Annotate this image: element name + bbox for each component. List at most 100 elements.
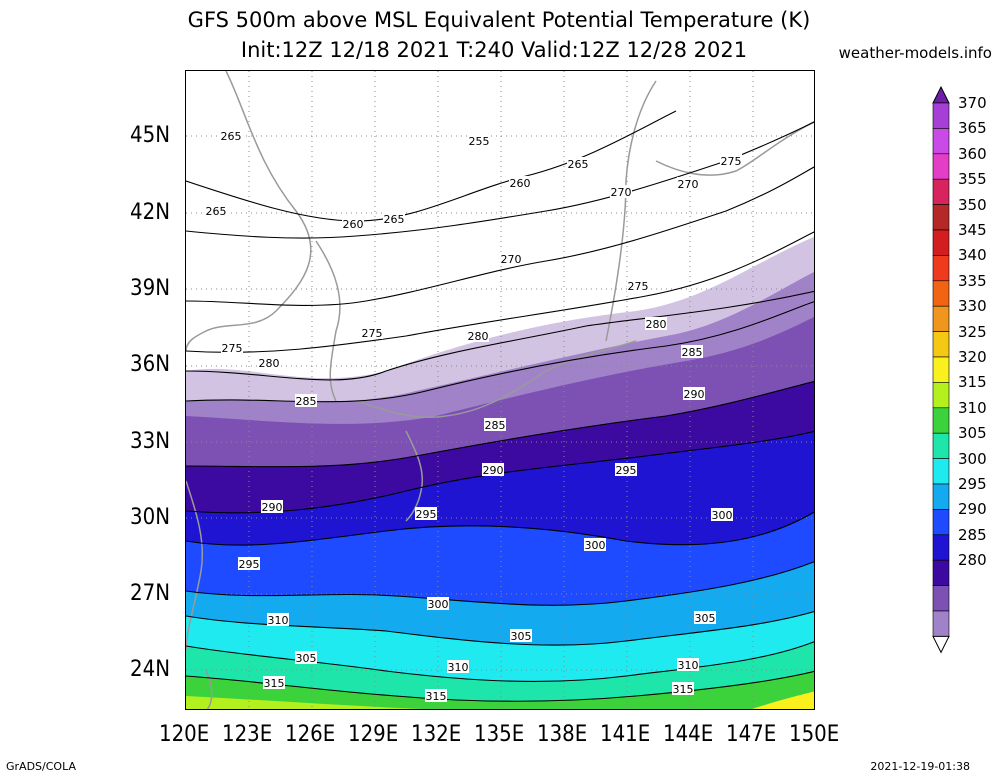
contour-label: 260 (343, 218, 364, 231)
colorbar-swatch (932, 128, 950, 155)
contour-label: 305 (511, 630, 532, 643)
contour-label: 260 (510, 177, 531, 190)
contour-label-bg (510, 629, 532, 642)
lon-label-120e: 120E (159, 722, 210, 747)
colorbar-level-label: 365 (958, 119, 987, 138)
lat-label-36n: 36N (130, 352, 170, 377)
contour-label-bg (672, 682, 694, 695)
colorbar-level-label: 335 (958, 271, 987, 290)
colorbar-swatch (932, 229, 950, 256)
contour-label-bg (342, 217, 364, 230)
contour-label-bg (221, 341, 243, 354)
contour-label: 305 (296, 652, 317, 665)
map-title-line1: GFS 500m above MSL Equivalent Potential … (187, 8, 811, 32)
equivalent-potential-temperature-map: 265 265 255 265 260 260 265 270 270 275 270 275 275 2… (186, 71, 814, 709)
colorbar-level-label: 360 (958, 144, 987, 163)
contour-label-bg (261, 500, 283, 513)
contour-label-bg (482, 463, 504, 476)
contour-label: 295 (616, 464, 637, 477)
contour-label-bg (468, 134, 490, 147)
contour-label-bg (720, 154, 742, 167)
colorbar-level-label: 295 (958, 475, 987, 493)
colorbar-swatch (932, 331, 950, 358)
band-325 (186, 696, 423, 709)
contour-label: 300 (585, 539, 606, 552)
contour-label-bg (677, 658, 699, 671)
contour-label: 280 (646, 318, 667, 331)
colorbar-swatch (932, 280, 950, 307)
contour-label-bg (238, 557, 260, 570)
colorbar-swatch (932, 458, 950, 485)
contour-label: 300 (712, 509, 733, 522)
contour-label: 295 (416, 508, 437, 521)
lon-label-135e: 135E (474, 722, 525, 747)
colorbar-level-label: 310 (958, 398, 987, 417)
lon-label-126e: 126E (285, 722, 336, 747)
contour-label-bg (361, 326, 383, 339)
contour-label-bg (509, 176, 531, 189)
colorbar-swatch (932, 432, 950, 459)
contour-label: 280 (259, 357, 280, 370)
colorbar-swatch (932, 305, 950, 332)
contour-label: 300 (428, 598, 449, 611)
lat-label-24n: 24N (130, 657, 170, 682)
contour-label-bg (425, 689, 447, 702)
contour-label: 285 (485, 419, 506, 432)
contour-label-bg (627, 279, 649, 292)
colorbar-level-label: 315 (958, 373, 987, 392)
contour-label-bg (295, 394, 317, 407)
colorbar-swatch (932, 356, 950, 383)
colorbar-top-arrow (932, 85, 950, 104)
contour-label-bg (447, 660, 469, 673)
colorbar-level-label: 290 (958, 500, 987, 519)
contour-label: 290 (262, 501, 283, 514)
colorbar-level-label: 330 (958, 297, 987, 316)
contour-label-bg (267, 613, 289, 626)
colorbar (932, 85, 950, 654)
colorbar-level-label: 325 (958, 322, 987, 341)
contour-label-bg (567, 157, 589, 170)
contour-label-bg (427, 597, 449, 610)
colorbar-swatch (932, 509, 950, 536)
contour-label: 310 (268, 614, 289, 627)
colorbar-swatch (932, 559, 950, 586)
colorbar-level-label: 300 (958, 449, 987, 468)
colorbar-level-label: 285 (958, 525, 987, 544)
footer-software: GrADS/COLA (6, 760, 76, 773)
contour-label-bg (484, 418, 506, 431)
lat-label-33n: 33N (130, 429, 170, 454)
contour-label: 295 (239, 558, 260, 571)
colorbar-swatch (932, 585, 950, 612)
footer-timestamp: 2021-12-19-01:38 (870, 760, 970, 773)
contour-label: 285 (682, 346, 703, 359)
colorbar-swatch (932, 204, 950, 231)
lat-label-42n: 42N (130, 200, 170, 225)
map-title-line2: Init:12Z 12/18 2021 T:240 Valid:12Z 12/2… (240, 38, 748, 62)
contour-label-bg (415, 507, 437, 520)
contour-label: 275 (628, 280, 649, 293)
colorbar-swatch (932, 178, 950, 205)
colorbar-level-label: 280 (958, 551, 987, 570)
colorbar-level-label: 355 (958, 170, 987, 189)
lon-label-129e: 129E (348, 722, 399, 747)
contour-label-bg (467, 329, 489, 342)
lat-label-39n: 39N (130, 276, 170, 301)
lon-label-144e: 144E (663, 722, 714, 747)
colorbar-swatch (932, 610, 950, 637)
lon-label-147e: 147E (726, 722, 777, 747)
colorbar-swatch (932, 382, 950, 409)
colorbar-swatch (932, 153, 950, 180)
colorbar-level-label: 320 (958, 348, 987, 366)
map-plot-area: 265 265 255 265 260 260 265 270 270 275 270 275 275 2… (185, 70, 815, 710)
colorbar-swatch (932, 534, 950, 561)
contour-label-bg (258, 356, 280, 369)
contour-label: 290 (684, 388, 705, 401)
contour-label: 275 (362, 327, 383, 340)
contour-label: 275 (222, 342, 243, 355)
contour-label-bg (694, 611, 716, 624)
colorbar-swatch (932, 102, 950, 129)
contour-label: 310 (678, 659, 699, 672)
colorbar-swatch (932, 483, 950, 510)
contour-label: 275 (721, 155, 742, 168)
contour-label-bg (681, 345, 703, 358)
